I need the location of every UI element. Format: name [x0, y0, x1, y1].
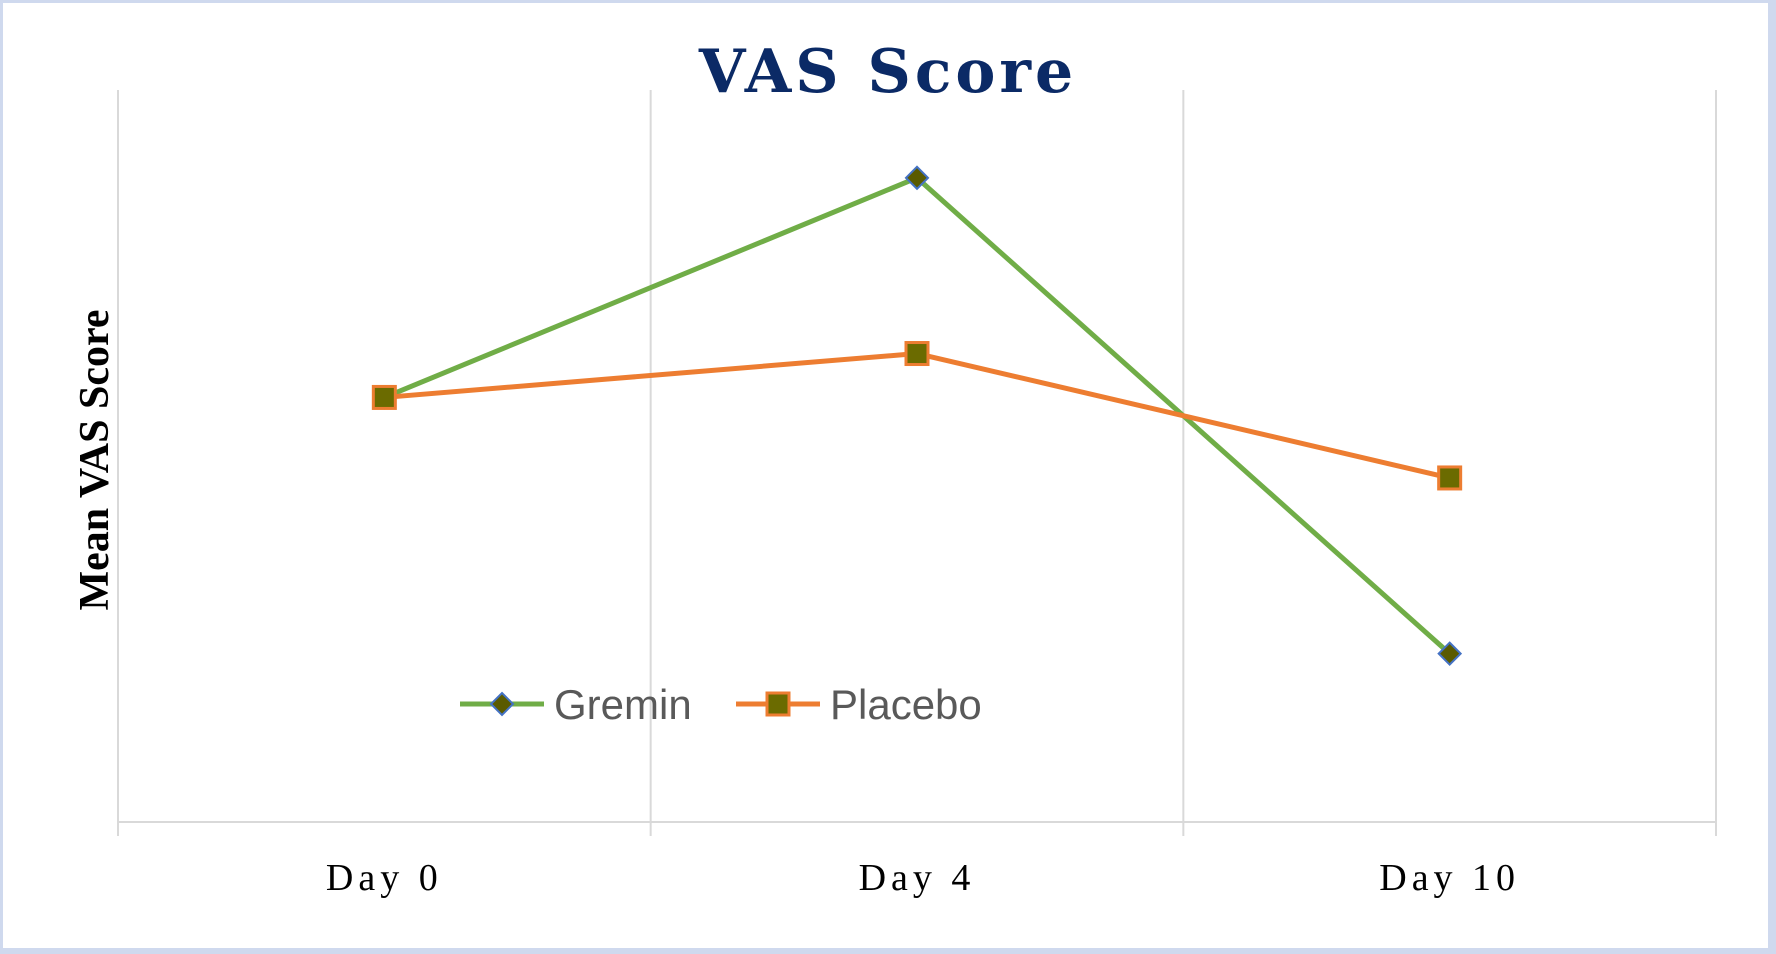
series-line: [383, 175, 1452, 656]
x-tick-label: Day 4: [859, 857, 976, 899]
axes: [117, 821, 1717, 836]
data-point: [904, 165, 930, 191]
legend-item-placebo: Placebo: [736, 681, 982, 728]
series-group: [371, 165, 1463, 667]
legend: Gremin Placebo: [460, 681, 982, 728]
legend-item-gremin: Gremin: [460, 681, 692, 728]
legend-label: Gremin: [554, 681, 692, 728]
legend-swatch-marker: [489, 691, 515, 717]
data-point: [371, 384, 397, 410]
data-point: [1437, 641, 1463, 667]
x-tick-label: Day 10: [1379, 857, 1520, 899]
data-point: [904, 341, 930, 367]
series-gremin: [371, 165, 1463, 667]
legend-swatch-marker: [765, 691, 791, 717]
x-tick-label: Day 0: [326, 857, 443, 899]
chart-title: VAS Score: [698, 37, 1077, 107]
y-axis-label: Mean VAS Score: [72, 309, 118, 610]
series-line: [384, 351, 1451, 481]
legend-label: Placebo: [830, 681, 982, 728]
grid-lines: [117, 90, 1717, 822]
series-placebo: [371, 341, 1463, 491]
data-point: [1437, 465, 1463, 491]
x-tick-labels: Day 0 Day 4 Day 10: [326, 857, 1520, 899]
